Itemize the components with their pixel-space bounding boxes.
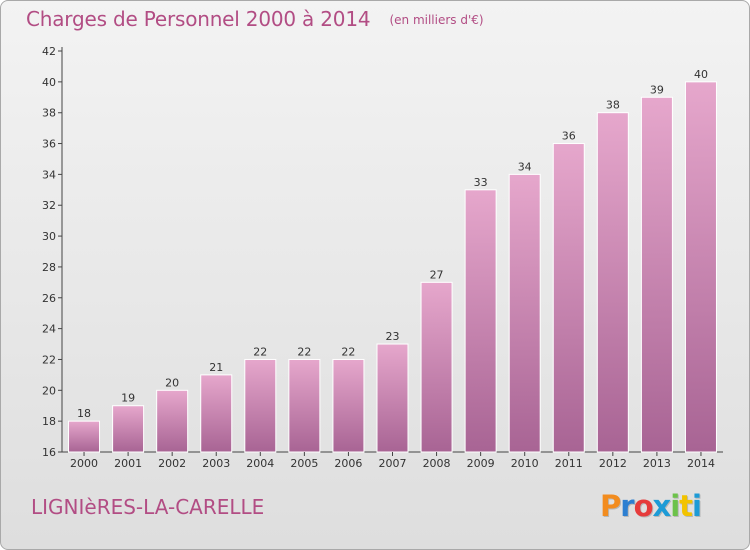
- bar: [596, 112, 629, 453]
- brand-letter: i: [670, 489, 680, 523]
- x-tick-label: 2006: [334, 457, 362, 470]
- bar-value-label: 40: [694, 68, 708, 81]
- x-tick-label: 2003: [202, 457, 230, 470]
- x-tick-label: 2007: [379, 457, 407, 470]
- brand-letter: i: [692, 489, 702, 523]
- chart-title: Charges de Personnel 2000 à 2014: [26, 7, 371, 31]
- bar: [156, 389, 189, 453]
- chart-header: Charges de Personnel 2000 à 2014 (en mil…: [26, 7, 484, 31]
- bar: [376, 343, 409, 453]
- y-tick-label: 42: [42, 45, 56, 58]
- brand-letter: P: [599, 489, 621, 523]
- bar: [640, 96, 673, 453]
- bar: [552, 143, 585, 453]
- bar: [684, 81, 717, 453]
- brand-letter: r: [620, 489, 634, 523]
- y-tick-label: 26: [42, 292, 56, 305]
- x-tick-label: 2011: [555, 457, 583, 470]
- bar-value-label: 18: [77, 407, 91, 420]
- bar: [288, 358, 321, 453]
- x-tick-label: 2002: [158, 457, 186, 470]
- bar-value-label: 19: [121, 392, 135, 405]
- bar: [508, 173, 541, 453]
- y-tick-label: 32: [42, 199, 56, 212]
- proxiti-logo: Proxiti: [599, 489, 702, 523]
- x-tick-label: 2014: [687, 457, 715, 470]
- brand-letter: o: [633, 489, 654, 523]
- y-tick-label: 22: [42, 353, 56, 366]
- bar: [332, 358, 365, 453]
- bar-value-label: 36: [562, 130, 576, 143]
- bar-value-label: 39: [650, 83, 664, 96]
- y-tick-label: 34: [42, 168, 56, 181]
- y-tick-label: 36: [42, 138, 56, 151]
- x-tick-label: 2010: [511, 457, 539, 470]
- y-tick-label: 20: [42, 384, 56, 397]
- brand-letter: t: [679, 489, 693, 523]
- y-tick-label: 16: [42, 446, 56, 459]
- bar: [112, 405, 145, 453]
- bar-value-label: 22: [253, 345, 267, 358]
- chart-subtitle: (en milliers d'€): [389, 13, 484, 27]
- x-tick-label: 2004: [246, 457, 274, 470]
- bar-value-label: 21: [209, 361, 223, 374]
- y-tick-label: 30: [42, 230, 56, 243]
- bar-value-label: 38: [606, 99, 620, 112]
- y-tick-label: 24: [42, 323, 56, 336]
- town-name: LIGNIèRES-LA-CARELLE: [31, 495, 265, 519]
- bar-value-label: 34: [518, 160, 532, 173]
- brand-letter: x: [652, 489, 672, 523]
- bar-value-label: 27: [430, 268, 444, 281]
- x-tick-label: 2008: [423, 457, 451, 470]
- bar: [244, 358, 277, 453]
- bar-value-label: 22: [297, 345, 311, 358]
- x-tick-label: 2012: [599, 457, 627, 470]
- bar-value-label: 20: [165, 376, 179, 389]
- bar-value-label: 33: [474, 176, 488, 189]
- x-tick-label: 2013: [643, 457, 671, 470]
- x-tick-label: 2000: [70, 457, 98, 470]
- y-tick-label: 28: [42, 261, 56, 274]
- y-tick-label: 18: [42, 415, 56, 428]
- y-tick-label: 38: [42, 107, 56, 120]
- x-tick-label: 2009: [467, 457, 495, 470]
- bar-value-label: 23: [386, 330, 400, 343]
- bar: [68, 420, 101, 453]
- bar: [464, 189, 497, 453]
- x-tick-label: 2001: [114, 457, 142, 470]
- x-tick-label: 2005: [290, 457, 318, 470]
- bar: [420, 281, 453, 453]
- y-tick-label: 40: [42, 76, 56, 89]
- bar-value-label: 22: [341, 345, 355, 358]
- bar: [200, 374, 233, 453]
